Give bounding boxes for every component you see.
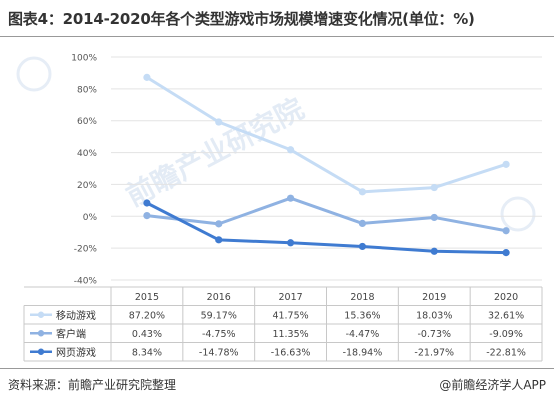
data-point [215,220,223,228]
series-line [145,196,508,233]
data-label: -16.63% [271,347,311,358]
x-tick-label: 2015 [135,292,159,303]
data-label: 0.43% [132,329,162,340]
y-tick-label: 0% [83,213,98,223]
data-point [215,118,223,126]
data-label: 15.36% [344,310,380,321]
y-tick-label: 100% [71,54,97,64]
legend-label: 移动游戏 [56,309,96,322]
data-point [430,183,438,192]
legend-label: 网页游戏 [56,346,96,359]
chart-title: 图表4：2014-2020年各个类型游戏市场规模增速变化情况(单位：%) [8,10,475,28]
series-line [145,201,508,255]
data-label: 32.61% [488,310,524,321]
title-divider [0,36,554,37]
legend-marker [37,348,45,355]
legend-marker [37,330,45,337]
data-point [358,219,367,228]
data-label: 59.17% [201,310,237,321]
data-label: -9.09% [489,329,523,340]
data-point [286,194,295,202]
data-point [502,227,510,235]
data-point [430,213,438,222]
y-tick-label: 60% [77,117,97,127]
data-label: 18.03% [416,310,452,321]
data-point [286,146,295,154]
data-label: 41.75% [272,310,308,321]
data-point [215,236,223,244]
data-label: -14.78% [199,347,239,358]
y-tick-label: -20% [74,245,98,255]
x-tick-label: 2018 [350,292,374,303]
brand-credit: @前瞻经济学人APP [439,378,546,392]
data-point [143,73,151,81]
y-tick-label: 20% [77,181,97,191]
data-label: -18.94% [343,347,383,358]
watermark-logo-icon [16,56,52,92]
legend-marker [37,311,45,318]
data-label: 87.20% [129,310,165,321]
data-point [502,249,510,257]
data-label: -21.97% [414,347,454,358]
x-tick-label: 2016 [207,292,231,303]
y-tick-label: 80% [77,85,97,95]
data-point [358,188,367,196]
footer-divider [0,368,554,369]
data-point [502,160,510,168]
data-point [143,199,151,207]
data-label: -0.73% [417,329,451,340]
data-label: -22.81% [486,347,526,358]
data-point [143,212,151,220]
data-point [430,247,438,255]
x-tick-label: 2017 [278,292,302,303]
x-tick-label: 2019 [422,292,446,303]
y-tick-label: -40% [74,277,98,287]
y-tick-label: 40% [77,149,97,159]
data-point [358,242,367,251]
data-label: 11.35% [272,329,308,340]
legend-label: 客户端 [56,327,86,340]
watermark-logo-icon [500,196,536,232]
data-label: 8.34% [132,347,162,358]
x-tick-label: 2020 [494,292,518,303]
data-label: -4.47% [346,329,380,340]
source-note: 资料来源：前瞻产业研究院整理 [8,378,177,392]
series-line [145,75,508,194]
data-label: -4.75% [202,329,236,340]
data-point [286,239,295,247]
